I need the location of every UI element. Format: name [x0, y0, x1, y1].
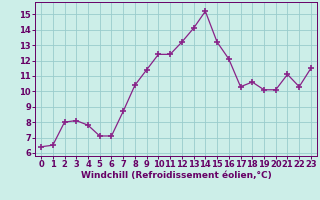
X-axis label: Windchill (Refroidissement éolien,°C): Windchill (Refroidissement éolien,°C): [81, 171, 271, 180]
